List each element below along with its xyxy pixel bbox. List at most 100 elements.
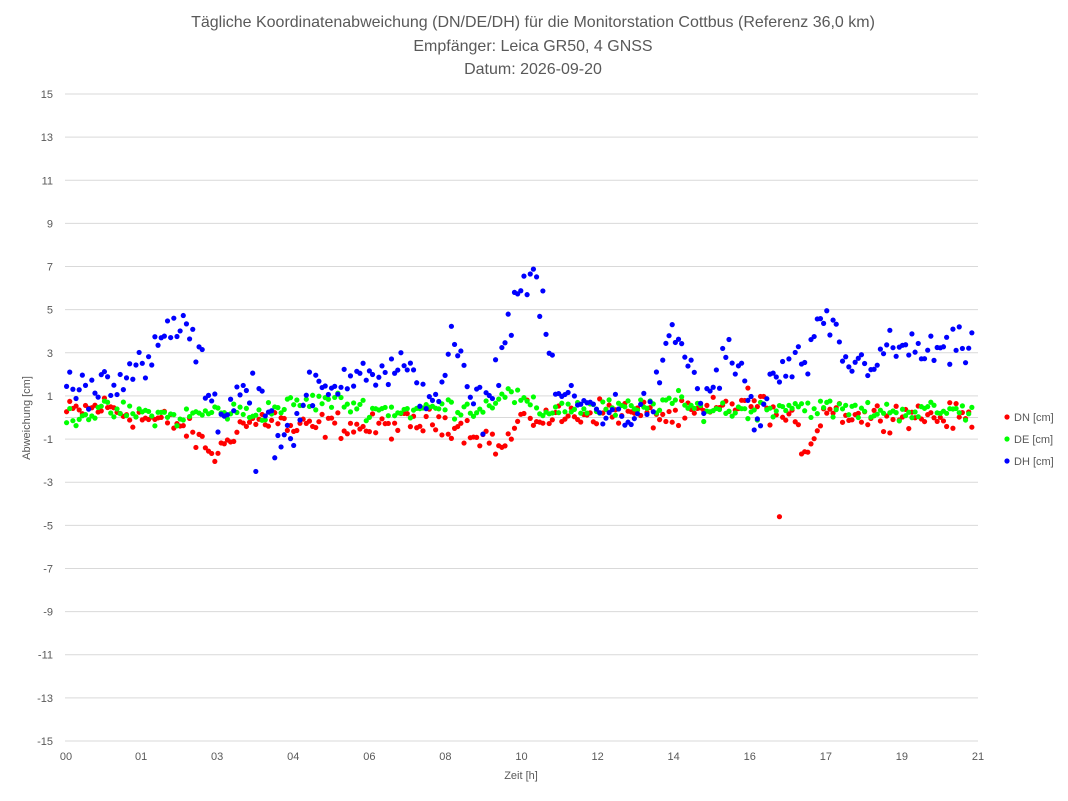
data-point: [489, 395, 496, 402]
data-point: [874, 411, 880, 417]
data-point: [865, 372, 871, 379]
data-point: [231, 408, 237, 414]
y-tick-label: 7: [47, 262, 53, 274]
x-tick-label: 19: [896, 751, 908, 763]
data-point: [742, 406, 748, 412]
data-point: [161, 409, 167, 415]
data-point: [653, 369, 660, 375]
data-point: [729, 413, 735, 419]
data-point: [376, 374, 382, 380]
data-point: [849, 417, 855, 423]
data-point: [754, 416, 760, 422]
data-point: [817, 316, 824, 322]
data-point: [256, 407, 262, 413]
data-point: [316, 393, 322, 399]
data-point: [893, 353, 899, 359]
data-point: [152, 334, 158, 340]
data-point: [407, 415, 413, 421]
data-point: [209, 398, 215, 404]
data-point: [461, 440, 467, 446]
data-point: [464, 401, 470, 407]
data-point: [294, 410, 300, 417]
data-point: [136, 349, 142, 356]
data-point: [521, 395, 527, 401]
data-point: [805, 449, 811, 455]
data-point: [104, 399, 111, 405]
data-point: [527, 415, 533, 421]
data-point: [180, 417, 186, 423]
data-point: [713, 367, 719, 373]
data-point: [417, 403, 423, 409]
data-point: [817, 423, 824, 429]
data-point: [474, 410, 480, 416]
data-point: [448, 323, 455, 329]
data-point: [524, 398, 530, 404]
data-point: [199, 433, 205, 439]
data-point: [278, 444, 284, 450]
data-point: [890, 345, 896, 351]
data-point: [647, 399, 653, 405]
data-point: [533, 405, 540, 411]
data-point: [67, 398, 73, 405]
data-point: [530, 394, 537, 400]
data-point: [385, 413, 391, 419]
data-point: [521, 410, 527, 417]
data-point: [716, 385, 723, 391]
data-point: [344, 386, 350, 392]
data-point: [404, 411, 410, 417]
chart-title-line-1: Tägliche Koordinatenabweichung (DN/DE/DH…: [191, 14, 875, 31]
data-point: [73, 423, 79, 429]
data-point: [928, 333, 934, 339]
x-tick-label: 06: [363, 751, 375, 763]
data-point: [969, 424, 975, 430]
data-point: [332, 394, 338, 401]
data-point: [328, 404, 335, 410]
data-point: [269, 408, 275, 414]
data-point: [871, 407, 877, 413]
data-point: [294, 397, 300, 403]
data-point: [86, 406, 92, 412]
data-point: [697, 400, 704, 406]
data-point: [130, 376, 136, 382]
data-point: [729, 401, 735, 407]
data-point: [549, 352, 555, 358]
data-point: [439, 379, 445, 385]
data-point: [880, 428, 887, 435]
data-point: [351, 383, 357, 389]
data-point: [679, 397, 685, 404]
data-point: [262, 413, 268, 419]
chart-title-line-3: Datum: 2026-09-20: [464, 61, 602, 78]
data-point: [789, 405, 795, 411]
data-point: [530, 266, 537, 272]
data-point: [489, 431, 496, 437]
data-point: [67, 405, 73, 412]
data-point: [638, 397, 644, 403]
data-point: [366, 429, 372, 435]
data-point: [111, 382, 117, 388]
data-point: [215, 405, 221, 411]
data-point: [63, 383, 70, 389]
data-point: [581, 406, 587, 412]
data-point: [269, 417, 275, 423]
data-point: [682, 354, 688, 360]
data-point: [650, 425, 656, 431]
data-point: [947, 361, 953, 367]
data-point: [830, 317, 836, 323]
data-point: [332, 420, 338, 426]
y-tick-label: -7: [43, 563, 53, 575]
data-point: [354, 406, 360, 412]
data-point: [858, 419, 865, 425]
data-point: [344, 401, 350, 407]
data-point: [240, 411, 246, 418]
data-point: [127, 361, 133, 367]
data-point: [612, 391, 619, 397]
data-point: [379, 416, 385, 422]
data-point: [395, 427, 401, 433]
data-point: [742, 378, 748, 384]
data-point: [505, 431, 511, 437]
data-point: [470, 401, 477, 407]
data-point: [73, 395, 79, 402]
data-point: [436, 406, 442, 412]
data-point: [530, 422, 537, 428]
data-point: [578, 419, 584, 425]
